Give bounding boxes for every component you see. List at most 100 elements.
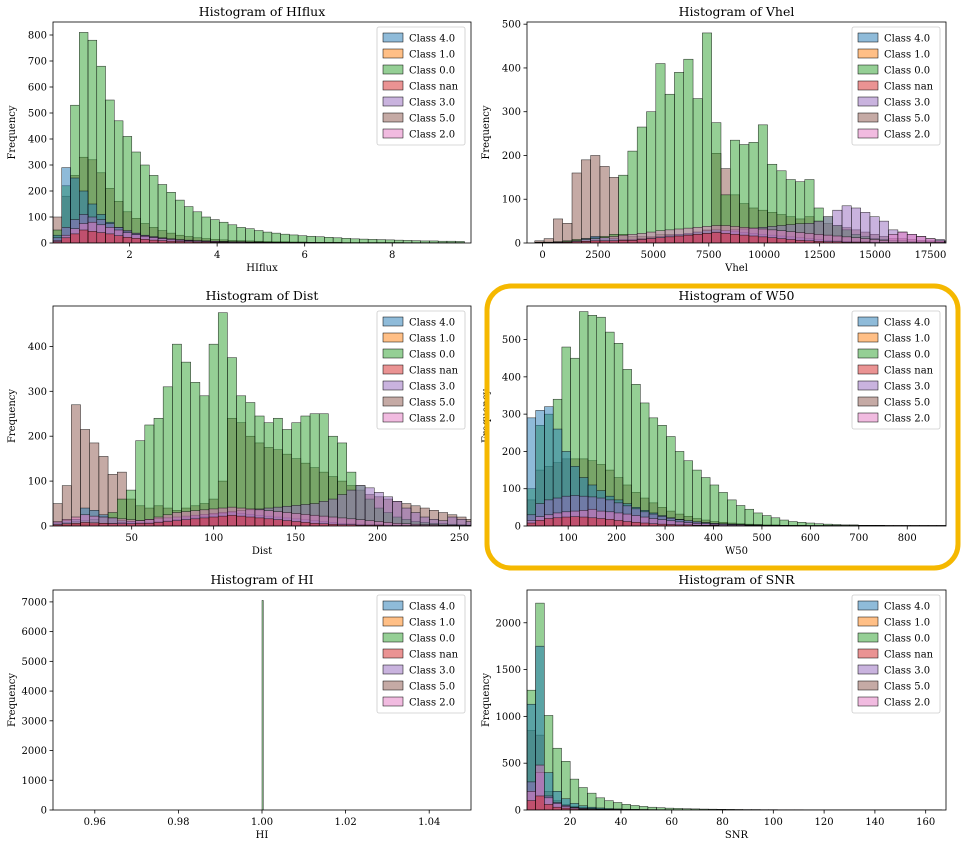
axes-frame <box>526 305 947 527</box>
bar <box>98 523 109 526</box>
x-tick-label: 0 <box>539 250 545 261</box>
legend-label: Class 2.0 <box>884 414 930 425</box>
y-tick-label: 200 <box>502 151 521 162</box>
legend-swatch <box>857 32 879 43</box>
bar <box>217 515 228 526</box>
bar <box>89 522 100 526</box>
bar <box>757 236 768 243</box>
bar <box>236 515 247 526</box>
x-tick-label: 140 <box>865 817 884 828</box>
bar <box>291 521 302 526</box>
y-axis-label: Frequency <box>7 673 18 727</box>
bar <box>640 522 650 526</box>
bar <box>664 93 675 243</box>
bar <box>153 522 164 526</box>
bar <box>666 436 676 526</box>
bar <box>552 806 562 810</box>
bar <box>739 234 750 243</box>
bar <box>359 238 369 243</box>
y-tick-label: 300 <box>502 107 521 118</box>
y-tick-label: 0 <box>515 239 521 250</box>
axes-frame <box>52 305 472 527</box>
bar <box>879 220 889 243</box>
bar <box>364 487 375 526</box>
y-tick-label: 1500 <box>496 665 521 676</box>
x-tick-label: 50 <box>125 533 138 544</box>
bar <box>552 517 563 526</box>
bar <box>455 241 465 243</box>
y-tick-label: 500 <box>502 20 521 31</box>
bar <box>622 369 632 526</box>
x-tick-label: 700 <box>849 533 868 544</box>
bar <box>140 239 150 243</box>
y-tick-label: 500 <box>502 335 521 346</box>
bar <box>683 460 693 526</box>
legend-swatch <box>857 128 879 139</box>
y-tick-label: 100 <box>28 213 47 224</box>
x-tick-label: 120 <box>815 817 834 828</box>
bar <box>869 216 880 243</box>
bar <box>544 518 554 526</box>
legend-swatch <box>857 112 879 123</box>
legend-swatch <box>382 616 404 627</box>
histogram-panel-3: 50 100 150 200 250 0 100 200 300 400 Histogram of … <box>7 288 472 557</box>
bar <box>172 343 182 526</box>
legend-label: Class 2.0 <box>409 130 455 141</box>
bars-group <box>534 32 946 243</box>
bar <box>105 233 115 243</box>
legend-label: Class 0.0 <box>884 350 930 361</box>
legend-swatch <box>857 364 879 375</box>
bar <box>79 229 89 243</box>
histogram-panel-2: 0 2500 5000 7500 10000 12500 15000 17500 0 100 200… <box>481 4 947 274</box>
bar <box>236 227 246 243</box>
bar <box>683 58 694 243</box>
bar <box>208 343 219 526</box>
y-tick-label: 600 <box>28 83 47 94</box>
legend-swatch <box>857 664 879 675</box>
legend: Class 4.0 Class 1.0 Class 0.0 Class nan Clas… <box>851 594 941 714</box>
legend-label: Class 2.0 <box>884 698 930 709</box>
histogram-panel-1: 2 4 6 8 0 100 200 300 400 500 600 700 800 Histogram o… <box>7 4 472 274</box>
bar <box>627 150 638 243</box>
x-tick-label: 200 <box>368 533 387 544</box>
x-tick-label: 250 <box>450 533 469 544</box>
bar <box>309 523 320 526</box>
bar <box>770 517 781 526</box>
legend-swatch <box>382 128 404 139</box>
bar <box>245 402 256 526</box>
x-tick-label: 300 <box>656 533 675 544</box>
x-tick-label: 5000 <box>641 250 666 261</box>
bar <box>122 136 133 243</box>
chart-title: Histogram of W50 <box>679 288 795 303</box>
bar <box>245 228 255 243</box>
legend-label: Class nan <box>884 366 934 377</box>
legend-swatch <box>857 80 879 91</box>
x-tick-label: 12500 <box>804 250 836 261</box>
y-tick-label: 300 <box>502 410 521 421</box>
chart-title: Histogram of Dist <box>206 288 319 303</box>
y-tick-label: 800 <box>28 31 47 42</box>
bars-group <box>53 312 471 526</box>
bar <box>709 484 720 526</box>
y-tick-label: 300 <box>28 387 47 398</box>
bar <box>282 520 292 526</box>
y-tick-label: 0 <box>41 239 47 250</box>
x-tick-label: 15000 <box>859 250 891 261</box>
bar <box>897 231 908 243</box>
legend-label: Class nan <box>884 650 934 661</box>
legend-label: Class 2.0 <box>884 130 930 141</box>
legend-swatch <box>382 48 404 59</box>
legend-label: Class 5.0 <box>884 114 930 125</box>
x-tick-label: 7500 <box>696 250 721 261</box>
y-tick-label: 200 <box>28 187 47 198</box>
bar <box>324 237 334 243</box>
legend-label: Class 4.0 <box>884 34 930 45</box>
bar <box>753 512 763 526</box>
bar <box>674 451 685 526</box>
bar <box>70 233 80 243</box>
x-tick-label: 100 <box>559 533 578 544</box>
axes-frame <box>526 589 947 811</box>
x-axis-label: HIflux <box>246 263 278 274</box>
y-tick-label: 400 <box>28 135 47 146</box>
x-axis-label: Dist <box>252 546 272 557</box>
